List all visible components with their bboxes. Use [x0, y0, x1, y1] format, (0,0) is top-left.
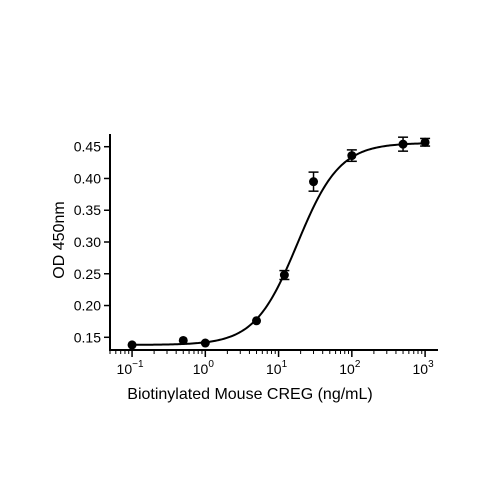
- y-axis-title: OD 450nm: [51, 201, 68, 278]
- x-tick-label: 102: [339, 359, 361, 377]
- y-tick-label: 0.30: [74, 234, 101, 250]
- data-point: [200, 338, 210, 348]
- y-tick-label: 0.15: [74, 329, 101, 345]
- y-axis: 0.15 0.20 0.25 0.30 0.35 0.40 0.45: [74, 134, 111, 351]
- x-tick-label: 103: [413, 359, 435, 377]
- x-tick-label: 100: [193, 359, 215, 377]
- data-point: [252, 316, 262, 326]
- y-tick-label: 0.40: [74, 170, 101, 186]
- y-tick-label: 0.35: [74, 202, 101, 218]
- data-point: [347, 151, 357, 161]
- plot-area: [127, 136, 431, 350]
- data-point: [398, 139, 408, 149]
- y-tick-label: 0.20: [74, 298, 101, 314]
- x-axis: 10−1 100 101 102 103: [109, 349, 438, 377]
- data-point: [279, 270, 289, 280]
- fit-curve: [132, 142, 426, 346]
- data-point: [178, 335, 188, 345]
- x-tick-label: 10−1: [117, 359, 144, 377]
- x-tick-label: 101: [266, 359, 288, 377]
- data-point: [127, 340, 137, 350]
- data-point: [309, 177, 319, 187]
- data-point: [420, 137, 430, 147]
- y-tick-label: 0.45: [74, 139, 101, 155]
- y-tick-label: 0.25: [74, 266, 101, 282]
- x-axis-title: Biotinylated Mouse CREG (ng/mL): [127, 386, 372, 403]
